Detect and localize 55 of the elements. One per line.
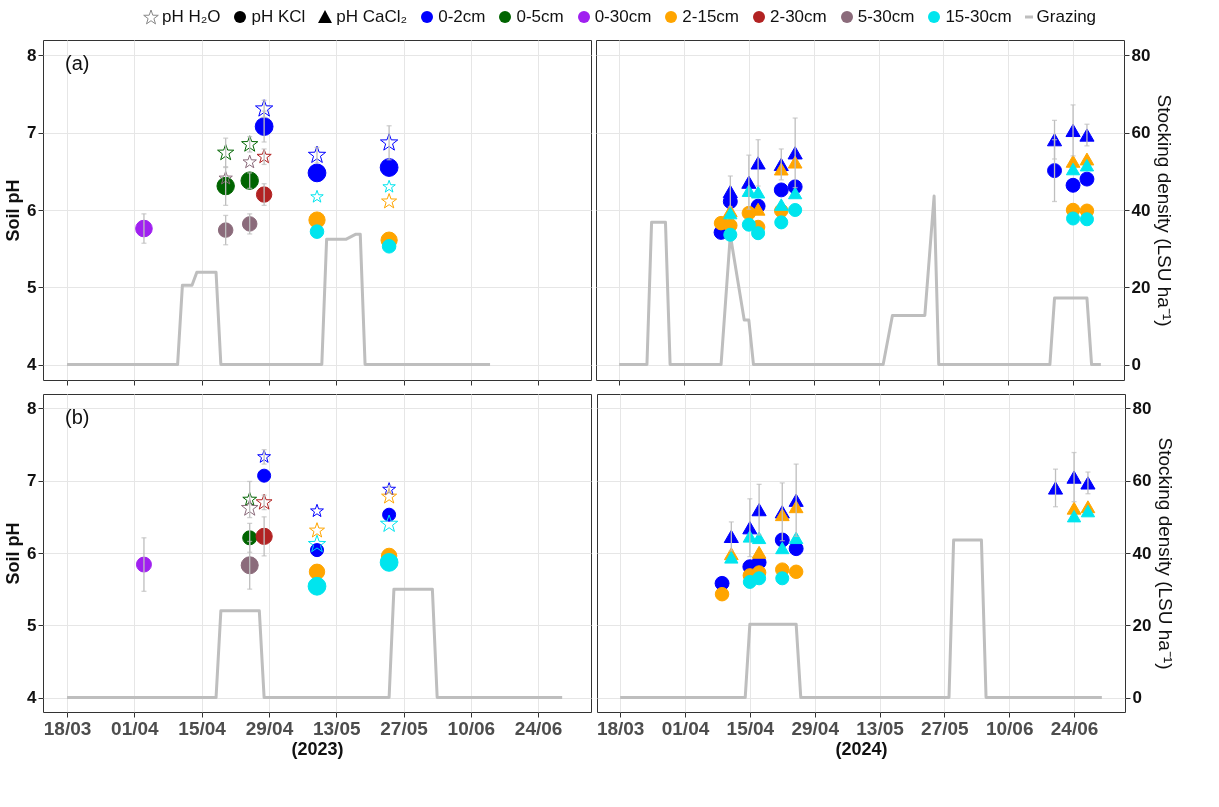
y-axis-title: Soil pH <box>3 179 24 242</box>
x-tick-label: 29/04 <box>245 717 294 739</box>
x-tick-label: 18/03 <box>43 717 92 739</box>
legend-label: 5-30cm <box>857 7 915 27</box>
x-tick-label: 01/04 <box>111 717 160 739</box>
x-tick-label: 13/05 <box>312 717 361 739</box>
text: pH KCl <box>251 7 306 27</box>
y-axis-title: Soil pH <box>3 522 24 585</box>
x-tick-label: 01/04 <box>661 717 710 739</box>
y2-tick-label: 80 <box>1132 398 1152 418</box>
x-tick-label: 24/06 <box>1050 717 1099 739</box>
x-tick-label: 18/03 <box>596 717 645 739</box>
x-tick-label: 15/04 <box>726 717 775 739</box>
legend-label: Grazing <box>1036 7 1097 27</box>
x-tick-label: 15/04 <box>178 717 227 739</box>
x-tick-label: 27/05 <box>921 717 970 739</box>
y-tick-label: 6 <box>27 200 37 220</box>
y2-tick-label: 0 <box>1131 355 1141 375</box>
x-tick-label: 27/05 <box>380 717 429 739</box>
x-axis-title: (2023) <box>291 738 344 759</box>
x-tick-label: 10/06 <box>447 717 496 739</box>
y2-tick-label: 80 <box>1131 45 1151 65</box>
y-tick-label: 7 <box>27 471 37 491</box>
legend-label: 0-30cm <box>594 7 652 27</box>
y-tick-label: 5 <box>27 615 37 635</box>
x-tick-label: 13/05 <box>856 717 905 739</box>
legend-label: 0-2cm <box>438 7 486 27</box>
y2-tick-label: 40 <box>1131 200 1151 220</box>
y2-tick-label: 60 <box>1132 471 1152 491</box>
x-axis-title: (2024) <box>835 738 888 759</box>
y2-tick-label: 20 <box>1132 615 1152 635</box>
y-tick-label: 8 <box>27 398 37 418</box>
legend-label: 2-15cm <box>682 7 740 27</box>
text: (b) <box>65 406 90 428</box>
text: pH H₂O <box>161 7 221 27</box>
y-tick-label: 4 <box>27 355 38 375</box>
x-tick-label: 10/06 <box>985 717 1034 739</box>
y2-tick-label: 0 <box>1132 688 1142 708</box>
legend-label: 2-30cm <box>770 7 827 27</box>
x-tick-label: 24/06 <box>514 717 563 739</box>
y-tick-label: 6 <box>27 543 37 563</box>
y2-tick-label: 40 <box>1132 543 1152 563</box>
text: (a) <box>65 52 90 74</box>
legend-label: 0-5cm <box>516 7 564 27</box>
y2-tick-label: 60 <box>1131 123 1151 143</box>
y2-tick-label: 20 <box>1131 277 1151 297</box>
y2-axis-title: Stocking density (LSU ha⁻¹) <box>1154 94 1176 327</box>
text: pH CaCl₂ <box>336 7 408 27</box>
y-tick-label: 8 <box>27 45 37 65</box>
y-tick-label: 4 <box>27 688 38 708</box>
y2-axis-title: Stocking density (LSU ha⁻¹) <box>1155 437 1177 670</box>
y-tick-label: 7 <box>27 123 37 143</box>
x-tick-label: 29/04 <box>791 717 840 739</box>
legend-label: 15-30cm <box>945 7 1012 27</box>
y-tick-label: 5 <box>27 277 37 297</box>
